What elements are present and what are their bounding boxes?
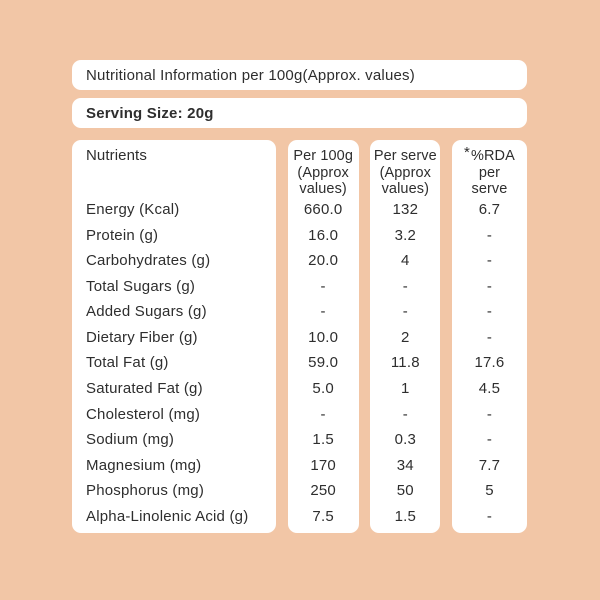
header-line: *%RDA	[452, 144, 527, 165]
value-cell: 660.0	[303, 201, 343, 219]
column-header-rda: *%RDA per serve	[452, 140, 527, 197]
value-cell: 11.8	[390, 354, 420, 372]
rda-asterisk: *	[464, 144, 470, 161]
value-cell: -	[486, 277, 493, 295]
column-header-nutrients: Nutrients	[86, 147, 147, 164]
header-line: (Approx	[297, 164, 349, 181]
value-cell: 10.0	[308, 328, 339, 346]
value-cell: 3.2	[394, 226, 417, 244]
serving-size-card: Serving Size: 20g	[72, 98, 527, 128]
value-cell: -	[486, 303, 493, 321]
column-per-100g: Per 100g (Approx values) 660.0 16.0 20.0 - -…	[287, 140, 359, 533]
header-line: per	[478, 164, 501, 181]
nutrient-name-cell: Energy (Kcal)	[86, 201, 180, 219]
value-cell: -	[320, 303, 326, 321]
column-header-per-serve: Per serve (Approx values)	[370, 140, 440, 197]
nutrient-name-cell: Dietary Fiber (g)	[86, 328, 198, 346]
value-cell: 170	[310, 456, 336, 474]
value-cell: -	[486, 226, 493, 244]
per-100g-cells: 660.0 16.0 20.0 - - 10.0 59.0 5.0 - 1.5 170 250 7.5	[288, 197, 359, 533]
nutrient-name-cell: Phosphorus (mg)	[86, 482, 205, 500]
value-cell: 4.5	[478, 379, 501, 397]
header-line: values)	[381, 181, 430, 197]
value-cell: 50	[396, 482, 414, 500]
nutrition-title: Nutritional Information per 100g(Approx.…	[86, 66, 415, 84]
rda-cells: 6.7 - - - - - 17.6 4.5 - - 7.7 5 -	[452, 197, 527, 533]
serving-size-text: Serving Size: 20g	[86, 104, 214, 122]
value-cell: 6.7	[478, 201, 501, 219]
column-rda: *%RDA per serve 6.7 - - - - - 17.6 4.5 - - 7.7 5 -	[451, 140, 527, 533]
value-cell: -	[486, 507, 493, 525]
value-cell: 0.3	[394, 431, 417, 449]
header-line: values)	[299, 181, 347, 197]
nutrient-name-cell: Added Sugars (g)	[86, 303, 207, 321]
value-cell: 17.6	[474, 354, 505, 372]
nutrient-name-cell: Protein (g)	[86, 226, 159, 244]
value-cell: 5	[485, 482, 494, 500]
value-cell: 1	[401, 379, 410, 397]
nutrient-name-cell: Total Fat (g)	[86, 354, 169, 372]
value-cell: -	[486, 431, 493, 449]
value-cell: -	[320, 405, 326, 423]
value-cell: 59.0	[308, 354, 339, 372]
rda-label: %RDA	[470, 148, 515, 164]
nutrition-table: Nutrients Energy (Kcal) Protein (g) Carboh…	[72, 140, 527, 533]
value-cell: 16.0	[308, 226, 339, 244]
value-cell: -	[402, 405, 408, 423]
value-cell: 4	[401, 252, 410, 270]
value-cell: -	[402, 303, 408, 321]
nutrition-title-card: Nutritional Information per 100g(Approx.…	[72, 60, 527, 90]
header-line: (Approx	[379, 164, 432, 181]
column-per-serve: Per serve (Approx values) 132 3.2 4 - - 2 11.8…	[370, 140, 441, 533]
value-cell: 1.5	[394, 507, 417, 525]
value-cell: -	[320, 277, 326, 295]
nutrient-name-cell: Alpha-Linolenic Acid (g)	[86, 507, 249, 525]
header-line: serve	[471, 181, 508, 197]
value-cell: 7.7	[478, 456, 501, 474]
value-cell: -	[486, 328, 493, 346]
nutrient-name-cell: Saturated Fat (g)	[86, 379, 203, 397]
value-cell: 1.5	[312, 431, 334, 449]
value-cell: 7.5	[312, 507, 334, 525]
nutrient-name-cell: Cholesterol (mg)	[86, 405, 201, 423]
nutrient-cells: Energy (Kcal) Protein (g) Carbohydrates (g…	[72, 197, 276, 533]
value-cell: -	[486, 252, 493, 270]
value-cell: 34	[396, 456, 414, 474]
per-serve-cells: 132 3.2 4 - - 2 11.8 1 - 0.3 34 50 1.5	[370, 197, 440, 533]
value-cell: 5.0	[312, 379, 334, 397]
value-cell: 132	[392, 201, 419, 219]
nutrient-name-cell: Sodium (mg)	[86, 431, 175, 449]
nutrient-name-cell: Magnesium (mg)	[86, 456, 202, 474]
column-nutrients: Nutrients Energy (Kcal) Protein (g) Carboh…	[72, 140, 276, 533]
nutrient-name-cell: Total Sugars (g)	[86, 277, 196, 295]
value-cell: 250	[310, 482, 336, 500]
value-cell: -	[402, 277, 408, 295]
column-header-per-100g: Per 100g (Approx values)	[288, 140, 359, 197]
value-cell: 20.0	[308, 252, 339, 270]
header-line: Per serve	[373, 148, 437, 164]
value-cell: -	[486, 405, 493, 423]
header-line: Per 100g	[293, 148, 353, 164]
value-cell: 2	[401, 328, 410, 346]
nutrient-name-cell: Carbohydrates (g)	[86, 252, 211, 270]
